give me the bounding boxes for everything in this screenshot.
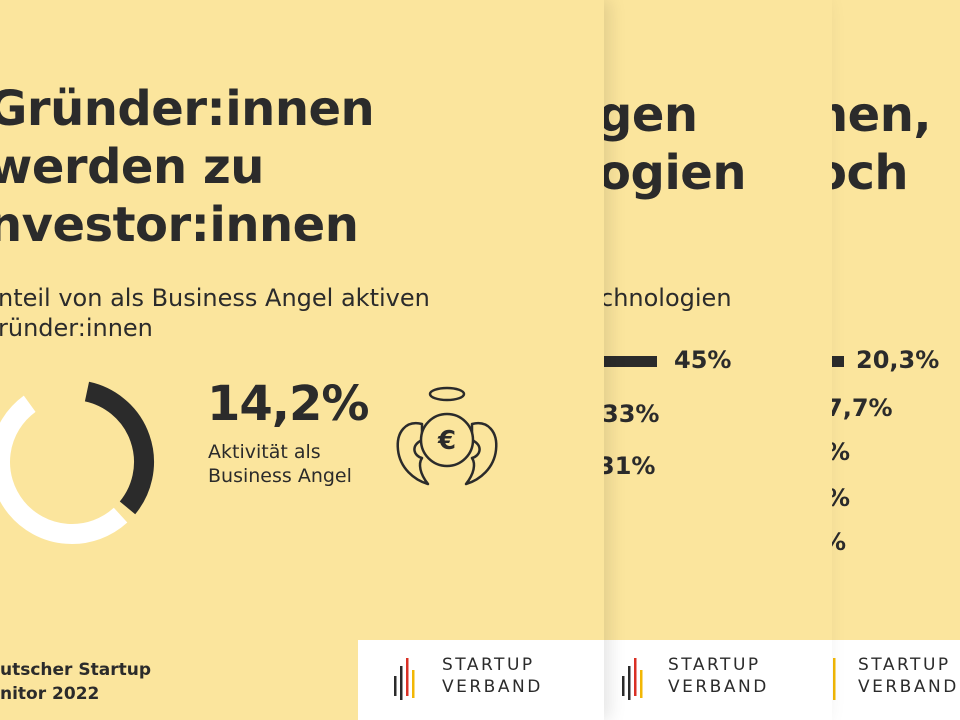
stat-value: 20,3% — [856, 346, 940, 374]
angel-euro-coin-icon: € — [396, 386, 498, 486]
value-caption: Aktivität als Business Angel — [208, 441, 352, 487]
donut-value-arc — [84, 381, 154, 515]
logo-band: STARTUP VERBAND — [830, 640, 960, 720]
svg-text:€: € — [437, 426, 456, 456]
logo-band: STARTUP VERBAND — [358, 640, 604, 720]
big-percentage: 14,2% — [207, 376, 370, 432]
logo-wordmark: STARTUP VERBAND — [858, 655, 959, 697]
card-headline: Gründer:innen werden zu nvestor:innen — [0, 80, 375, 254]
startup-verband-logo-icon — [394, 658, 415, 700]
stat-value: 7,7% — [830, 394, 893, 422]
card-subline: chnologien — [602, 284, 732, 312]
activity-donut-chart — [0, 381, 154, 544]
logo-band: STARTUP VERBAND — [602, 640, 832, 720]
stat-bar — [830, 356, 844, 367]
headline-line: Gründer:innen — [0, 81, 375, 137]
card-headline: gen ogien — [602, 86, 747, 202]
headline-line: nvestor:innen — [0, 197, 359, 253]
stat-value: % — [830, 438, 850, 466]
report-card-front: Gründer:innen werden zu nvestor:innen nt… — [0, 0, 604, 720]
stat-value: % — [830, 528, 846, 556]
logo-wordmark: STARTUP VERBAND — [442, 655, 543, 697]
card-headline: nen, och — [830, 86, 932, 202]
footer-note: utscher Startup nitor 2022 — [0, 660, 151, 704]
startup-verband-logo-icon — [833, 658, 836, 700]
report-card-back-right: nen, och 20,3% 7,7% % % % STARTUP VERBAN… — [830, 0, 960, 720]
stat-value: 33% — [602, 400, 660, 428]
headline-line: ogien — [602, 145, 747, 201]
card-subline: nteil von als Business Angel aktiven rün… — [0, 284, 430, 342]
stat-bar — [602, 356, 657, 367]
stat-value: 31% — [602, 452, 656, 480]
logo-wordmark: STARTUP VERBAND — [668, 655, 769, 697]
stat-value: % — [830, 484, 850, 512]
headline-line: och — [830, 145, 909, 201]
startup-verband-logo-icon — [622, 658, 643, 700]
headline-line: gen — [602, 87, 698, 143]
donut-track — [0, 395, 128, 544]
headline-line: werden zu — [0, 139, 264, 195]
report-card-back-middle: gen ogien chnologien 45% 33% 31% STARTUP… — [602, 0, 832, 720]
stat-value: 45% — [674, 346, 732, 374]
headline-line: nen, — [830, 87, 932, 143]
